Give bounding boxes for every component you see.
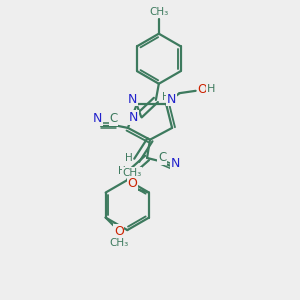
Text: O: O (114, 225, 124, 238)
Text: O: O (197, 83, 207, 96)
Text: C: C (158, 151, 166, 164)
Text: CH₃: CH₃ (149, 8, 169, 17)
Text: CH₃: CH₃ (123, 168, 142, 178)
Text: N: N (171, 157, 180, 170)
Text: H: H (118, 166, 126, 176)
Text: N: N (167, 93, 176, 106)
Text: H: H (207, 84, 215, 94)
Text: N: N (128, 111, 138, 124)
Text: O: O (127, 177, 137, 190)
Text: C: C (110, 112, 118, 125)
Text: CH₃: CH₃ (109, 238, 128, 248)
Text: H: H (162, 92, 169, 102)
Text: N: N (128, 93, 137, 106)
Text: N: N (93, 112, 102, 125)
Text: H: H (124, 153, 132, 163)
